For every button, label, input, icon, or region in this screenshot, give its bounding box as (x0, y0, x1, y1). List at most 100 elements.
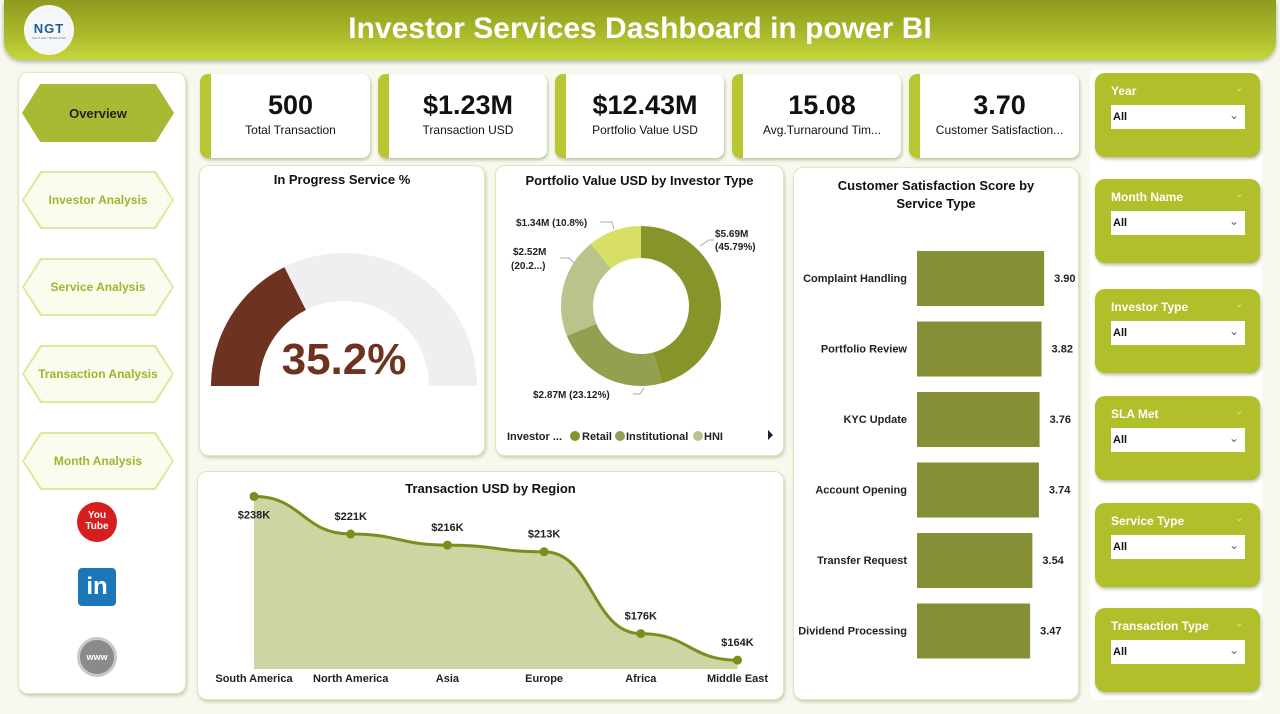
bar[interactable] (917, 603, 1031, 659)
bar-value-label: 3.74 (1049, 485, 1071, 497)
collapse-chevron-icon[interactable]: ⌄ (1234, 617, 1244, 629)
filter-sla-met: SLA Met ⌄ All ⌄ (1095, 396, 1260, 480)
filter-dropdown[interactable]: All ⌄ (1111, 535, 1245, 559)
filter-dropdown[interactable]: All ⌄ (1111, 105, 1245, 129)
kpi-transaction-usd: $1.23M Transaction USD (378, 74, 547, 158)
bar-category-label: Complaint Handling (803, 273, 907, 285)
data-point[interactable] (539, 547, 549, 557)
bar-category-label: Account Opening (815, 485, 907, 497)
filter-label: Year (1111, 84, 1137, 98)
filter-investor-type: Investor Type ⌄ All ⌄ (1095, 289, 1260, 373)
youtube-icon[interactable]: You Tube (77, 502, 117, 542)
donut-label-hni: $2.52M (513, 247, 546, 258)
filter-dropdown[interactable]: All ⌄ (1111, 428, 1245, 452)
bar[interactable] (917, 251, 1045, 306)
collapse-chevron-icon[interactable]: ⌄ (1234, 512, 1244, 524)
legend-dot-retail (570, 431, 580, 441)
donut-label-other: $1.34M (10.8%) (516, 218, 587, 229)
chevron-down-icon: ⌄ (1228, 431, 1239, 445)
chevron-down-icon: ⌄ (1228, 324, 1239, 338)
globe-www-icon[interactable]: www (77, 637, 117, 677)
x-tick-label: Asia (436, 673, 460, 685)
bar-value-label: 3.82 (1052, 344, 1073, 356)
bar-category-label: Dividend Processing (798, 626, 907, 638)
data-point[interactable] (346, 529, 356, 539)
bar-value-label: 3.90 (1054, 273, 1075, 285)
filter-panel (1090, 70, 1262, 700)
donut-slice-retail[interactable] (641, 226, 722, 384)
filter-value: All (1113, 217, 1128, 229)
data-point[interactable] (733, 655, 742, 665)
bar-value-label: 3.76 (1050, 414, 1071, 426)
filter-value: All (1113, 541, 1128, 553)
region-area-card: Transaction USD by Region $238K South Ame… (197, 471, 784, 700)
data-label: $176K (625, 611, 657, 623)
filter-dropdown[interactable]: All ⌄ (1111, 211, 1245, 235)
gauge-title: In Progress Service % (273, 172, 411, 187)
filter-transaction-type: Transaction Type ⌄ All ⌄ (1095, 608, 1260, 692)
legend-institutional[interactable]: Institutional (626, 431, 688, 443)
chevron-down-icon: ⌄ (1228, 214, 1239, 228)
data-point[interactable] (636, 629, 646, 639)
bar-value-label: 3.54 (1042, 555, 1064, 567)
filter-label: Month Name (1111, 190, 1183, 204)
gauge-value-arc (211, 267, 306, 386)
data-point[interactable] (249, 491, 259, 501)
filter-value: All (1113, 434, 1128, 446)
nav-month-analysis-button[interactable]: Month Analysis (22, 432, 174, 490)
collapse-chevron-icon[interactable]: ⌄ (1234, 405, 1244, 417)
chevron-down-icon: ⌄ (1228, 538, 1239, 552)
x-tick-label: Europe (525, 673, 563, 685)
nav-transaction-analysis-button[interactable]: Transaction Analysis (22, 345, 174, 403)
linkedin-icon[interactable]: in (78, 568, 116, 606)
filter-label: SLA Met (1111, 407, 1159, 421)
gauge-card: In Progress Service % 35.2% (199, 165, 485, 456)
legend-dot-institutional (615, 431, 625, 441)
filter-value: All (1113, 646, 1128, 658)
data-label: $238K (238, 509, 270, 521)
filter-value: All (1113, 111, 1128, 123)
bar[interactable] (917, 321, 1042, 377)
kpi-customer-satisfaction: 3.70 Customer Satisfaction... (909, 74, 1079, 158)
page-title: Investor Services Dashboard in power BI (348, 12, 932, 45)
x-tick-label: North America (313, 673, 389, 685)
area-line (253, 494, 738, 662)
filter-service-type: Service Type ⌄ All ⌄ (1095, 503, 1260, 587)
data-point[interactable] (442, 540, 452, 550)
donut-card: Portfolio Value USD by Investor Type $5.… (495, 165, 784, 456)
donut-label-hni-pct: (20.2...) (511, 261, 545, 272)
donut-slice-other[interactable] (590, 226, 641, 269)
gauge-value-label: 35.2% (282, 335, 407, 384)
filter-value: All (1113, 327, 1128, 339)
donut-title: Portfolio Value USD by Investor Type (525, 173, 754, 188)
legend-hni[interactable]: HNI (704, 431, 723, 443)
bar-category-label: Portfolio Review (821, 344, 908, 356)
filter-label: Transaction Type (1111, 619, 1209, 633)
bar-title: Customer Satisfaction Score by Service T… (837, 178, 1035, 211)
legend-retail[interactable]: Retail (582, 431, 612, 443)
x-tick-label: South America (215, 673, 293, 685)
x-tick-label: Middle East (707, 673, 768, 685)
bar[interactable] (917, 462, 1039, 518)
ngt-logo: NGT NEXT GEN TEMPLATES (24, 5, 74, 55)
collapse-chevron-icon[interactable]: ⌄ (1234, 188, 1244, 200)
filter-dropdown[interactable]: All ⌄ (1111, 321, 1245, 345)
bar-category-label: Transfer Request (817, 555, 907, 567)
donut-slice-hni[interactable] (561, 243, 611, 336)
legend-next-arrow-icon[interactable] (768, 430, 773, 440)
collapse-chevron-icon[interactable]: ⌄ (1234, 298, 1244, 310)
nav-overview-button[interactable]: Overview (22, 84, 174, 142)
filter-dropdown[interactable]: All ⌄ (1111, 640, 1245, 664)
data-label: $164K (721, 637, 753, 649)
collapse-chevron-icon[interactable]: ⌄ (1234, 82, 1244, 94)
filter-year: Year ⌄ All ⌄ (1095, 73, 1260, 157)
bar[interactable] (917, 392, 1040, 447)
area-title: Transaction USD by Region (405, 481, 576, 496)
kpi-total-transaction: 500 Total Transaction (200, 74, 370, 158)
donut-slice-institutional[interactable] (566, 323, 662, 386)
bar[interactable] (917, 533, 1033, 588)
kpi-avg-turnaround: 15.08 Avg.Turnaround Tim... (732, 74, 901, 158)
nav-investor-analysis-button[interactable]: Investor Analysis (22, 171, 174, 229)
chevron-down-icon: ⌄ (1228, 643, 1239, 657)
nav-service-analysis-button[interactable]: Service Analysis (22, 258, 174, 316)
